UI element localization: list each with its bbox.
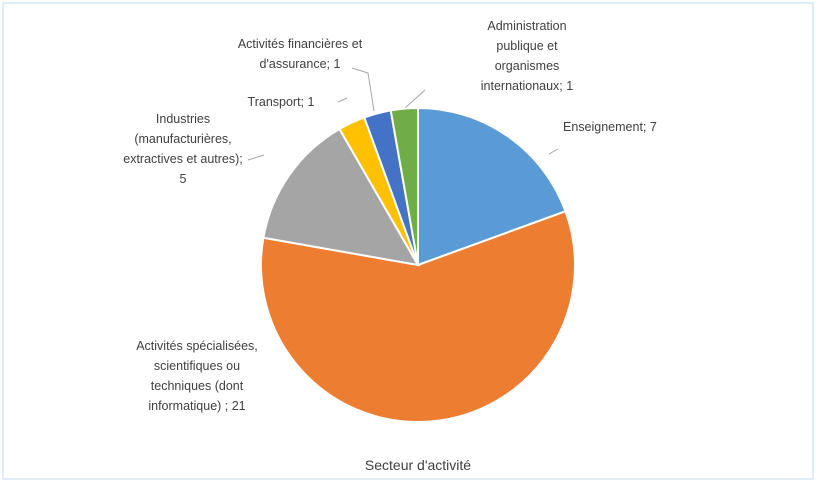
data-label-line: Transport; 1 <box>248 95 315 109</box>
chart-title: Secteur d'activité <box>365 457 471 473</box>
leader-line <box>548 148 559 155</box>
leader-line <box>351 67 375 112</box>
data-label-line: Administration <box>487 19 566 33</box>
data-label: Activités spécialisées, scientifiques ou t… <box>136 339 258 413</box>
data-label-line: organismes <box>495 59 560 73</box>
data-label-line: informatique) ; 21 <box>148 399 245 413</box>
leader-line <box>337 97 348 103</box>
data-label-line: scientifiques ou <box>154 359 240 373</box>
data-label-line: Activités spécialisées, <box>136 339 258 353</box>
leader-lines <box>247 67 559 161</box>
data-label-line: 5 <box>180 172 187 186</box>
leader-line <box>404 89 426 109</box>
data-label: Industries (manufacturières, extractives e… <box>123 112 243 186</box>
pie-slice <box>262 127 420 267</box>
pie-slice <box>389 106 419 266</box>
data-label-line: techniques (dont <box>151 379 244 393</box>
data-label-line: Activités financières et <box>238 37 363 51</box>
pie-slice <box>260 210 576 423</box>
data-label: Administration publique et organismes inter… <box>481 19 573 93</box>
data-label: Activités financières et d'assurance; 1 <box>238 37 363 71</box>
data-label-line: publique et <box>496 39 558 53</box>
data-label-line: extractives et autres); <box>123 152 243 166</box>
data-label-line: Industries <box>156 112 210 126</box>
data-label-line: internationaux; 1 <box>481 79 573 93</box>
data-label: Enseignement; 7 <box>563 120 657 134</box>
data-label-line: d'assurance; 1 <box>260 57 341 71</box>
pie-slice <box>417 106 567 267</box>
data-label: Transport; 1 <box>248 95 315 109</box>
data-label-line: Enseignement; 7 <box>563 120 657 134</box>
data-label-line: (manufacturières, <box>134 132 231 146</box>
leader-line <box>247 154 265 161</box>
